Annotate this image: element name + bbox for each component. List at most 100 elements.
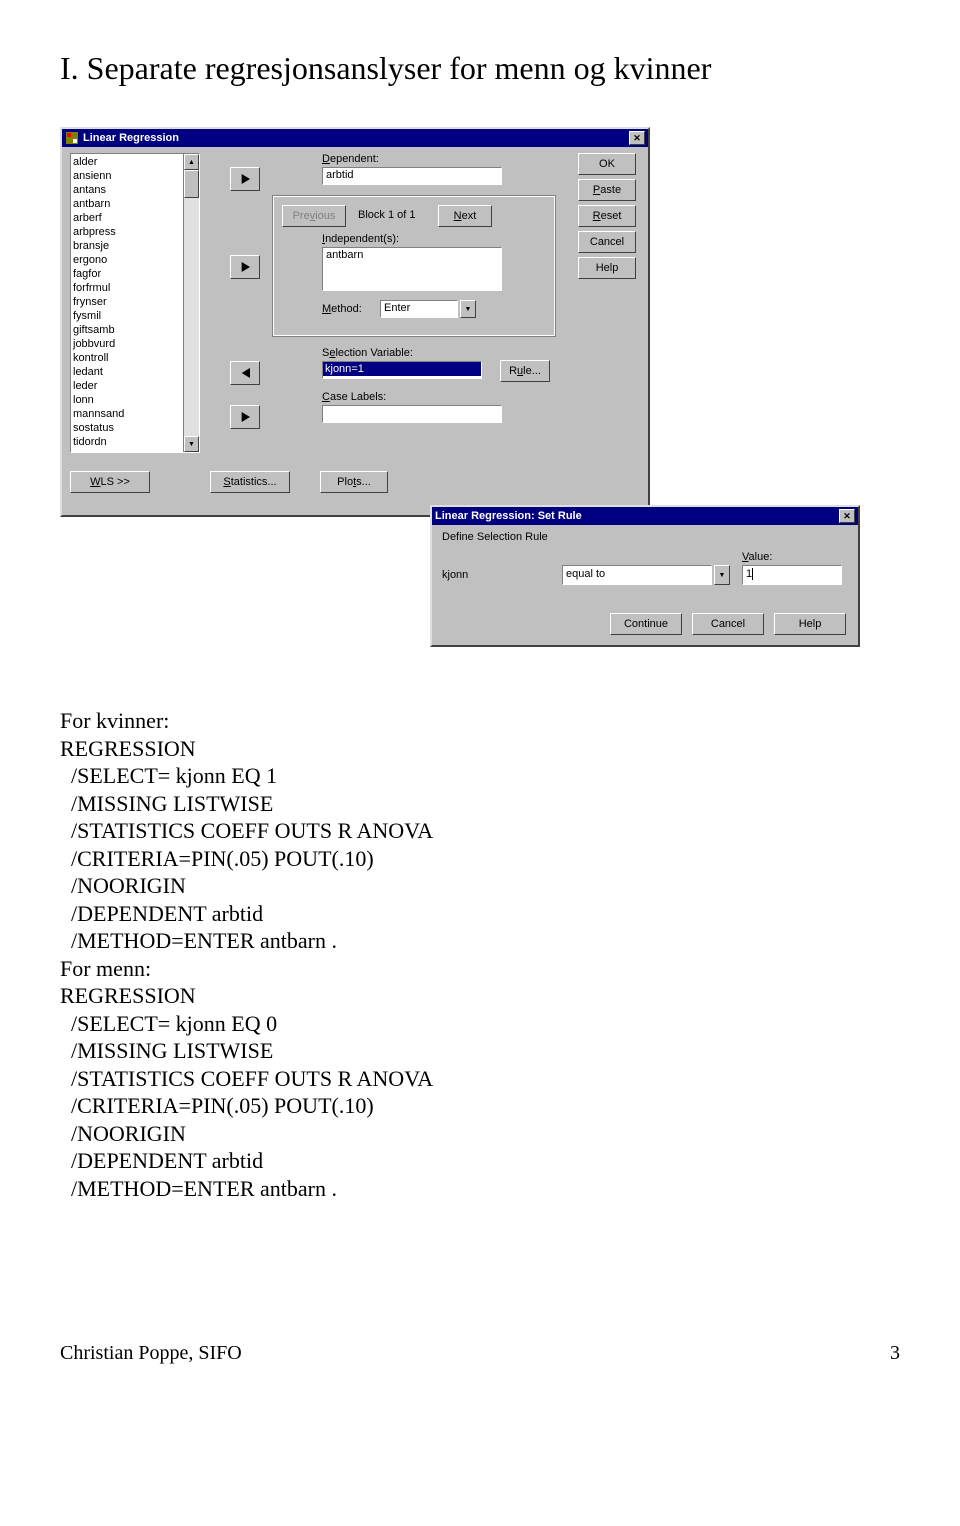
method-dropdown-arrow[interactable]: ▼ (460, 300, 476, 318)
menn-header: For menn: (60, 955, 900, 983)
move-caselabels-button[interactable] (230, 405, 260, 429)
list-item[interactable]: mannsand (73, 407, 197, 421)
list-item[interactable]: giftsamb (73, 323, 197, 337)
wls-button[interactable]: WLS >> (70, 471, 150, 493)
list-item[interactable]: ledant (73, 365, 197, 379)
help-button[interactable]: Help (578, 257, 636, 279)
dependent-label: Dependent: (322, 153, 379, 165)
list-item[interactable]: antans (73, 183, 197, 197)
cancel-button[interactable]: Cancel (578, 231, 636, 253)
chevron-down-icon: ▼ (719, 572, 726, 579)
arrow-right-icon (235, 406, 255, 428)
list-item[interactable]: antbarn (73, 197, 197, 211)
list-item[interactable]: fagfor (73, 267, 197, 281)
code-line: /MISSING LISTWISE (60, 1037, 900, 1065)
paste-button[interactable]: Paste (578, 179, 636, 201)
selection-value: kjonn=1 (323, 362, 481, 376)
independent-listbox[interactable]: antbarn (322, 247, 502, 291)
caselabels-field[interactable] (322, 405, 502, 423)
code-line: /STATISTICS COEFF OUTS R ANOVA (60, 817, 900, 845)
previous-button: Previous (282, 205, 346, 227)
value-text: 1 (746, 568, 753, 580)
code-line: /MISSING LISTWISE (60, 790, 900, 818)
rule-dialog-title: Linear Regression: Set Rule (435, 510, 582, 522)
ok-button[interactable]: OK (578, 153, 636, 175)
list-item[interactable]: bransje (73, 239, 197, 253)
close-icon[interactable]: ✕ (839, 509, 855, 523)
dependent-field[interactable]: arbtid (322, 167, 502, 185)
code-line: REGRESSION (60, 735, 900, 763)
move-independent-button[interactable] (230, 255, 260, 279)
list-item[interactable]: kontroll (73, 351, 197, 365)
code-line: /SELECT= kjonn EQ 1 (60, 762, 900, 790)
scroll-up-icon[interactable]: ▲ (184, 154, 199, 170)
scroll-down-icon[interactable]: ▼ (184, 436, 199, 452)
value-label: Value: (742, 551, 772, 563)
dialog-title: Linear Regression (83, 132, 179, 144)
list-item[interactable]: tidordn (73, 435, 197, 449)
variable-listbox[interactable]: alderansiennantansantbarnarberfarbpressb… (70, 153, 200, 453)
rule-titlebar: Linear Regression: Set Rule ✕ (432, 507, 858, 525)
code-line: /METHOD=ENTER antbarn . (60, 1175, 900, 1203)
selection-field[interactable]: kjonn=1 (322, 361, 482, 379)
list-item[interactable]: leder (73, 379, 197, 393)
operator-dropdown-arrow[interactable]: ▼ (714, 565, 730, 585)
list-item[interactable]: lonn (73, 393, 197, 407)
method-value: Enter (384, 302, 410, 316)
move-selection-button[interactable] (230, 361, 260, 385)
page-footer: Christian Poppe, SIFO 3 (60, 1342, 900, 1365)
linear-regression-dialog: Linear Regression ✕ alderansiennantansan… (60, 127, 650, 517)
arrow-left-icon (235, 362, 255, 384)
list-item[interactable]: alder (73, 155, 197, 169)
move-dependent-button[interactable] (230, 167, 260, 191)
screenshot-area: Linear Regression ✕ alderansiennantansan… (60, 127, 900, 667)
list-item[interactable]: frynser (73, 295, 197, 309)
code-line: /DEPENDENT arbtid (60, 900, 900, 928)
scrollbar[interactable]: ▲ ▼ (183, 154, 199, 452)
code-line: /NOORIGIN (60, 872, 900, 900)
chevron-down-icon: ▼ (465, 306, 472, 313)
code-line: /NOORIGIN (60, 1120, 900, 1148)
list-item[interactable]: ergono (73, 253, 197, 267)
selection-label: Selection Variable: (322, 347, 413, 359)
operator-dropdown[interactable]: equal to (562, 565, 712, 585)
plots-button[interactable]: Plots... (320, 471, 388, 493)
list-item[interactable]: fysmil (73, 309, 197, 323)
set-rule-dialog: Linear Regression: Set Rule ✕ Define Sel… (430, 505, 860, 647)
kvinner-header: For kvinner: (60, 707, 900, 735)
statistics-button[interactable]: Statistics... (210, 471, 290, 493)
value-field[interactable]: 1 (742, 565, 842, 585)
code-line: REGRESSION (60, 982, 900, 1010)
reset-button[interactable]: Reset (578, 205, 636, 227)
list-item[interactable]: jobbvurd (73, 337, 197, 351)
continue-button[interactable]: Continue (610, 613, 682, 635)
list-item[interactable]: arbpress (73, 225, 197, 239)
code-line: /SELECT= kjonn EQ 0 (60, 1010, 900, 1038)
case-labels-label: Case Labels: (322, 391, 386, 403)
list-item[interactable]: arberf (73, 211, 197, 225)
list-item[interactable]: forfrmul (73, 281, 197, 295)
rule-var-label: kjonn (442, 569, 468, 581)
footer-author: Christian Poppe, SIFO (60, 1342, 242, 1365)
rule-cancel-button[interactable]: Cancel (692, 613, 764, 635)
close-icon[interactable]: ✕ (629, 131, 645, 145)
code-line: /STATISTICS COEFF OUTS R ANOVA (60, 1065, 900, 1093)
rule-button[interactable]: Rule... (500, 360, 550, 382)
block-label: Block 1 of 1 (358, 209, 415, 221)
code-line: /DEPENDENT arbtid (60, 1147, 900, 1175)
rule-help-button[interactable]: Help (774, 613, 846, 635)
titlebar: Linear Regression ✕ (62, 129, 648, 147)
code-line: /CRITERIA=PIN(.05) POUT(.10) (60, 1092, 900, 1120)
method-dropdown[interactable]: Enter (380, 300, 458, 318)
scroll-thumb[interactable] (184, 170, 199, 198)
arrow-right-icon (235, 256, 255, 278)
list-item[interactable]: ansienn (73, 169, 197, 183)
list-item[interactable]: sostatus (73, 421, 197, 435)
app-icon (65, 131, 79, 145)
next-button[interactable]: Next (438, 205, 492, 227)
code-line: /METHOD=ENTER antbarn . (60, 927, 900, 955)
arrow-right-icon (235, 168, 255, 190)
page-title: I. Separate regresjonsanslyser for menn … (60, 50, 900, 87)
method-label: Method: (322, 303, 362, 315)
code-line: /CRITERIA=PIN(.05) POUT(.10) (60, 845, 900, 873)
